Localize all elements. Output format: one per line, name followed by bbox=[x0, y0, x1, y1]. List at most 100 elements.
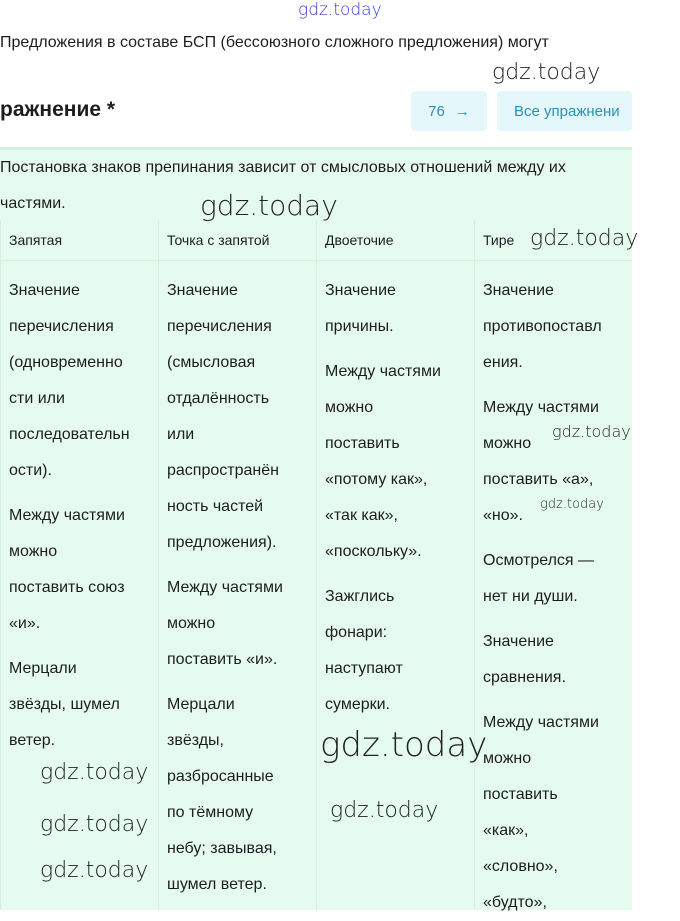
table-cell: Значение перечисления (одновременно сти или… bbox=[9, 261, 158, 759]
watermark: gdz.today bbox=[298, 0, 382, 20]
column-header: Запятая bbox=[1, 220, 158, 261]
all-exercises-button[interactable]: Все упражнени bbox=[497, 91, 632, 131]
table-column: Тире Значение противопоставл ения. Между час… bbox=[474, 220, 632, 911]
text-line: Между частями bbox=[167, 579, 283, 596]
watermark: gdz.today bbox=[40, 858, 149, 883]
text-line: можно bbox=[483, 435, 532, 452]
text-line: поставить bbox=[483, 786, 558, 803]
text-line: «но». bbox=[483, 507, 523, 524]
text-line: причины. bbox=[325, 318, 394, 335]
cell-paragraph: Между частями можно поставить «а», «но». bbox=[483, 390, 632, 534]
column-header: Тире bbox=[475, 220, 632, 261]
text-line: Зажглись bbox=[325, 588, 395, 605]
text-line: можно bbox=[325, 399, 374, 416]
text-line: наступают bbox=[325, 660, 403, 677]
text-line: «будто», bbox=[483, 894, 547, 911]
text-line: звёзды, bbox=[167, 732, 224, 749]
watermark: gdz.today bbox=[40, 812, 149, 837]
cell-paragraph: Значение сравнения. bbox=[483, 624, 632, 696]
text-line: (смысловая bbox=[167, 354, 256, 371]
text-line: поставить «и». bbox=[167, 651, 278, 668]
watermark: gdz.today bbox=[552, 422, 631, 441]
table-cell: Значение перечисления (смысловая отдалённос… bbox=[167, 261, 316, 903]
text-line: Значение bbox=[9, 282, 80, 299]
text-line: Между частями bbox=[483, 399, 599, 416]
cell-paragraph: Значение противопоставл ения. bbox=[483, 273, 632, 381]
arrow-right-icon: → bbox=[454, 102, 470, 120]
text-line: перечисления bbox=[9, 318, 114, 335]
text-line: ения. bbox=[483, 354, 523, 371]
text-line: «как», bbox=[483, 822, 529, 839]
text-line: (одновременно bbox=[9, 354, 123, 371]
text-line: Мерцали bbox=[9, 660, 77, 677]
text-line: поставить «а», bbox=[483, 471, 594, 488]
text-line: ность частей bbox=[167, 498, 264, 515]
text-line: «поскольку». bbox=[325, 543, 422, 560]
text-line: «и». bbox=[9, 615, 41, 632]
text-line: Между частями bbox=[9, 507, 125, 524]
column-header: Двоеточие bbox=[317, 220, 474, 261]
text-line: Значение bbox=[167, 282, 238, 299]
text-line: по тёмному bbox=[167, 804, 254, 821]
table-cell: Значение причины. Между частями можно постав… bbox=[325, 261, 474, 723]
text-line: Между частями bbox=[325, 363, 441, 380]
watermark: gdz.today bbox=[40, 760, 149, 785]
lead-text: Постановка знаков препинания зависит от … bbox=[0, 159, 566, 212]
table-column: Точка с запятой Значение перечисления (смыс… bbox=[158, 220, 316, 910]
text-line: «словно», bbox=[483, 858, 558, 875]
text-line: сравнения. bbox=[483, 669, 566, 686]
table-column: Двоеточие Значение причины. Между частями мо… bbox=[316, 220, 474, 910]
table-column: Запятая Значение перечисления (одновременно… bbox=[0, 220, 158, 910]
text-line: Значение bbox=[325, 282, 396, 299]
text-line: «потому как», bbox=[325, 471, 428, 488]
next-exercise-button[interactable]: 76 → bbox=[411, 91, 487, 131]
text-line: Мерцали bbox=[167, 696, 235, 713]
cell-paragraph: Значение перечисления (одновременно сти или… bbox=[9, 273, 158, 489]
text-line: небу; завывая, bbox=[167, 840, 277, 857]
watermark: gdz.today bbox=[540, 497, 604, 512]
text-line: распространён bbox=[167, 462, 279, 479]
watermark: gdz.today bbox=[200, 189, 338, 222]
watermark: gdz.today bbox=[530, 226, 639, 251]
cell-paragraph: Между частями можно поставить союз «и». bbox=[9, 498, 158, 642]
text-line: Осмотрелся — bbox=[483, 552, 595, 569]
text-line: нет ни души. bbox=[483, 588, 578, 605]
cell-paragraph: Значение причины. bbox=[325, 273, 474, 345]
text-line: «так как», bbox=[325, 507, 398, 524]
exercise-title: ражнение * bbox=[0, 98, 116, 121]
text-line: звёзды, шумел bbox=[9, 696, 120, 713]
text-line: шумел ветер. bbox=[167, 876, 267, 893]
text-line: можно bbox=[167, 615, 216, 632]
watermark: gdz.today bbox=[320, 725, 488, 765]
text-line: фонари: bbox=[325, 624, 388, 641]
column-header: Точка с запятой bbox=[159, 220, 316, 261]
text-line: или bbox=[167, 426, 195, 443]
text-line: Значение bbox=[483, 282, 554, 299]
text-line: сумерки. bbox=[325, 696, 390, 713]
text-line: перечисления bbox=[167, 318, 272, 335]
text-line: Между частями bbox=[483, 714, 599, 731]
cell-paragraph: Значение перечисления (смысловая отдалённос… bbox=[167, 273, 316, 561]
cell-paragraph: Осмотрелся — нет ни души. bbox=[483, 543, 632, 615]
cell-paragraph: Мерцали звёзды, разбросанные по тёмному небу… bbox=[167, 687, 316, 903]
text-line: ости). bbox=[9, 462, 52, 479]
cell-paragraph: Между частями можно поставить «и». bbox=[167, 570, 316, 678]
text-line: противопоставл bbox=[483, 318, 602, 335]
exercise-number: 76 bbox=[428, 102, 445, 120]
text-line: сти или bbox=[9, 390, 65, 407]
cell-paragraph: Зажглись фонари: наступают сумерки. bbox=[325, 579, 474, 723]
cell-paragraph: Между частями можно поставить «как», «словно… bbox=[483, 705, 632, 921]
text-line: разбросанные bbox=[167, 768, 274, 785]
intro-text: Предложения в составе БСП (бессоюзного с… bbox=[0, 34, 549, 51]
text-line: предложения). bbox=[167, 534, 277, 551]
text-line: последовательн bbox=[9, 426, 130, 443]
text-line: можно bbox=[483, 750, 532, 767]
text-line: поставить bbox=[325, 435, 400, 452]
text-line: поставить союз bbox=[9, 579, 125, 596]
text-line: Значение bbox=[483, 633, 554, 650]
text-line: можно bbox=[9, 543, 58, 560]
watermark: gdz.today bbox=[330, 798, 439, 823]
text-line: отдалённость bbox=[167, 390, 270, 407]
table-cell: Значение противопоставл ения. Между частями… bbox=[483, 261, 632, 921]
cell-paragraph: Между частями можно поставить «потому как»,… bbox=[325, 354, 474, 570]
